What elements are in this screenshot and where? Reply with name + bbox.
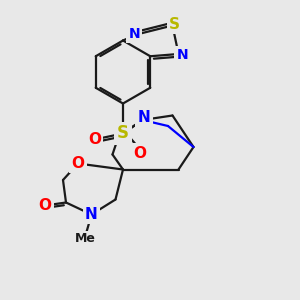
Text: O: O — [38, 198, 52, 213]
Text: N: N — [138, 110, 150, 125]
Text: O: O — [133, 146, 146, 160]
Text: O: O — [71, 156, 85, 171]
Text: O: O — [88, 132, 101, 147]
Text: S: S — [169, 17, 180, 32]
Text: S: S — [117, 124, 129, 142]
Text: N: N — [176, 48, 188, 62]
Text: Me: Me — [75, 232, 96, 245]
Text: N: N — [85, 207, 98, 222]
Text: N: N — [128, 27, 140, 40]
